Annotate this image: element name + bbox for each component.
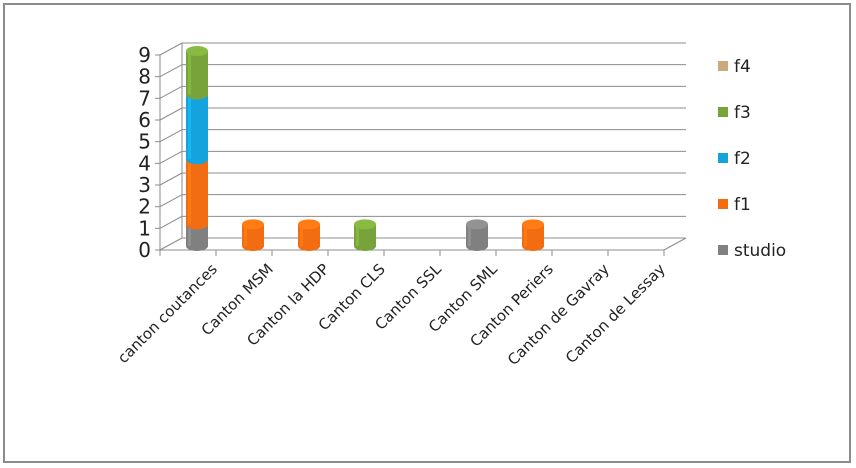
- chart-frame: [3, 3, 851, 463]
- bar-top-f1: [522, 219, 544, 230]
- side-wall-gridline: [159, 85, 183, 99]
- bar-highlight: [468, 224, 471, 246]
- legend-swatch-f4: [718, 61, 728, 71]
- legend-label-f4: f4: [734, 57, 751, 77]
- side-wall-gridline: [159, 107, 183, 121]
- bar-top-f3: [186, 46, 208, 56]
- y-tick-label: 8: [138, 65, 151, 89]
- legend-swatch-studio: [718, 245, 728, 255]
- bar-segment-f1: [242, 224, 264, 251]
- bar-highlight: [188, 224, 191, 246]
- legend-label-f3: f3: [734, 103, 751, 123]
- bar-segment-f1: [186, 159, 208, 230]
- bar-top-f1: [298, 219, 320, 230]
- legend-swatch-f1: [718, 199, 728, 209]
- y-tick-label: 0: [138, 238, 151, 262]
- bar-segment-studio: [466, 224, 488, 251]
- y-tick-label: 2: [138, 195, 151, 219]
- y-tick-label: 5: [138, 130, 151, 154]
- category-label: Canton de Lessay: [562, 260, 669, 367]
- legend-label-f2: f2: [734, 149, 751, 169]
- side-wall-gridline: [159, 237, 183, 251]
- bar-highlight: [356, 224, 359, 246]
- legend-label-f1: f1: [734, 195, 751, 215]
- category-label: Canton de Gavray: [504, 260, 613, 369]
- bar-highlight: [300, 224, 303, 246]
- bar-segment-f1: [298, 224, 320, 251]
- y-tick-label: 1: [138, 216, 151, 240]
- y-tick-label: 3: [138, 173, 151, 197]
- legend-swatch-f3: [718, 107, 728, 117]
- bar-highlight: [188, 51, 191, 95]
- bar-segment-f3: [354, 224, 376, 251]
- bar-segment-f1: [522, 224, 544, 251]
- bar-segment-f2: [186, 94, 208, 165]
- bar-highlight: [244, 224, 247, 246]
- y-tick-label: 7: [138, 86, 151, 110]
- side-wall-gridline: [159, 129, 183, 143]
- y-tick-label: 4: [138, 151, 151, 175]
- side-wall-gridline: [159, 194, 183, 208]
- side-wall-gridline: [159, 172, 183, 186]
- category-label: canton coutances: [114, 260, 221, 367]
- legend-label-studio: studio: [734, 241, 786, 261]
- bar-highlight: [524, 224, 527, 246]
- bar-top-f1: [242, 219, 264, 230]
- y-tick-label: 9: [138, 43, 151, 67]
- floor-right-edge: [663, 237, 687, 251]
- side-wall-gridline: [159, 215, 183, 229]
- bar-top-studio: [466, 219, 488, 230]
- bar-highlight: [188, 159, 191, 225]
- side-wall-gridline: [159, 42, 183, 56]
- bar-segment-studio: [186, 224, 208, 251]
- bar-top-f3: [354, 219, 376, 230]
- y-tick-label: 6: [138, 108, 151, 132]
- bar-segment-f3: [186, 51, 208, 100]
- bar-highlight: [188, 94, 191, 160]
- legend-swatch-f2: [718, 153, 728, 163]
- side-wall-gridline: [159, 150, 183, 164]
- side-wall-gridline: [159, 64, 183, 78]
